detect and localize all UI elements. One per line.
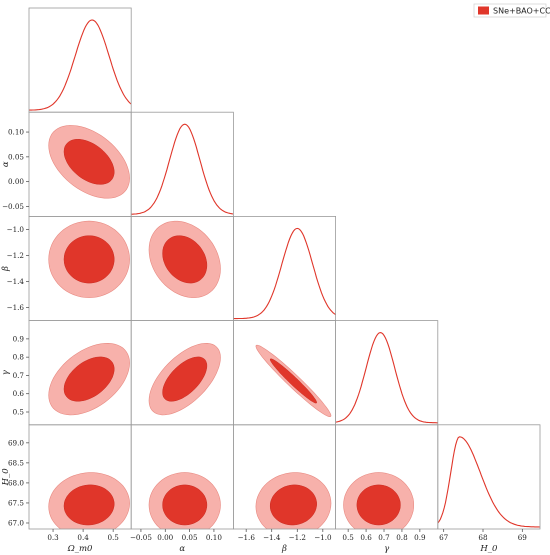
x-tick-label: 0.6 — [360, 533, 372, 542]
x-tick-label: −1.4 — [263, 533, 281, 542]
contour-alpha-H0 — [148, 472, 221, 529]
y-axis-label-alpha: α — [1, 161, 11, 167]
contour-1sigma — [63, 356, 115, 402]
x-tick-label: 69 — [518, 533, 528, 542]
x-tick-label: −1.0 — [314, 533, 332, 542]
x-tick-label: 0.5 — [107, 533, 119, 542]
x-tick-label: 0.5 — [342, 533, 354, 542]
panel-frame-3-3 — [335, 320, 439, 426]
y-tick-label: 0.6 — [13, 389, 25, 398]
contour-1sigma — [63, 235, 115, 284]
y-axis-alpha: −0.05 0.00 0.05 0.10 α — [1, 128, 29, 211]
contour-gamma-H0 — [343, 472, 415, 529]
x-tick-label: 67 — [439, 533, 449, 542]
x-tick-label: −1.2 — [289, 533, 306, 542]
x-tick-label: 0.7 — [378, 533, 390, 542]
contour-beta-gamma — [255, 344, 332, 417]
contour-om-gamma — [48, 342, 130, 416]
marginal-om — [29, 19, 132, 111]
x-tick-label: 0.00 — [157, 533, 173, 542]
y-tick-label: 0.7 — [13, 371, 25, 380]
marginal-H0 — [437, 436, 541, 528]
marginal-curve-om — [29, 19, 132, 111]
contour-om-beta — [48, 220, 130, 298]
contour-om-alpha — [48, 125, 130, 199]
y-tick-label: 0.10 — [8, 128, 24, 137]
x-tick-label: 68 — [478, 533, 488, 542]
x-tick-label: 0.05 — [182, 533, 198, 542]
y-tick-label: −1.2 — [7, 251, 24, 260]
y-axis-gamma: 0.5 0.6 0.7 0.8 0.9 γ — [1, 334, 29, 417]
y-axis-H0: 67.0 67.5 68.0 68.5 69.0 H_0 — [1, 438, 29, 527]
x-axis-gamma: 0.5 0.6 0.7 0.8 0.9 γ — [342, 529, 426, 554]
panel-frame-2-2 — [232, 215, 336, 321]
contour-1sigma — [162, 356, 208, 402]
contour-alpha-beta — [148, 220, 221, 298]
legend-label: SNe+BAO+CC — [493, 7, 550, 16]
contour-1sigma — [269, 484, 317, 526]
contour-beta-H0 — [255, 472, 332, 529]
legend: SNe+BAO+CC — [473, 3, 550, 18]
y-tick-label: −1.0 — [7, 225, 25, 234]
contour-1sigma — [162, 484, 208, 526]
panel-frame-4-4 — [437, 424, 541, 530]
x-axis-label-alpha: α — [179, 544, 185, 554]
marginal-curve-H0 — [437, 436, 541, 528]
marginal-curve-beta — [233, 227, 336, 320]
contour-1sigma — [269, 358, 317, 404]
x-axis-label-om: Ω_m0 — [67, 544, 93, 554]
y-tick-label: 0.8 — [13, 353, 25, 362]
contour-1sigma — [63, 484, 115, 526]
marginal-gamma — [335, 332, 438, 424]
y-axis-label-H0: H_0 — [1, 468, 11, 487]
contour-alpha-gamma — [148, 342, 221, 416]
x-tick-label: 0.3 — [47, 533, 59, 542]
marginal-curve-alpha — [131, 123, 234, 215]
marginal-alpha — [131, 123, 234, 215]
y-tick-label: 68.0 — [8, 478, 24, 487]
y-tick-label: −0.05 — [2, 202, 24, 211]
y-tick-label: −1.6 — [7, 303, 25, 312]
legend-swatch — [478, 6, 489, 15]
y-axis-beta: −1.6 −1.4 −1.2 −1.0 β — [1, 225, 29, 312]
y-tick-label: 0.9 — [13, 334, 25, 343]
contour-1sigma — [162, 235, 208, 284]
marginal-beta — [233, 227, 336, 320]
x-tick-label: 0.10 — [206, 533, 222, 542]
y-axis-label-beta: β — [1, 266, 11, 272]
contour-1sigma — [63, 139, 115, 185]
legend-frame — [473, 3, 547, 18]
contour-1sigma — [356, 484, 401, 526]
x-axis-alpha: −0.05 0.00 0.05 0.10 α — [130, 529, 222, 554]
contour-om-H0 — [48, 472, 130, 529]
y-tick-label: 68.5 — [8, 458, 24, 467]
x-tick-label: −0.05 — [130, 533, 152, 542]
x-axis-label-gamma: γ — [384, 544, 390, 554]
y-tick-label: −1.4 — [7, 277, 25, 286]
y-tick-label: 0.00 — [8, 177, 24, 186]
x-axis-label-H0: H_0 — [479, 544, 498, 554]
x-axis-H0: 67 68 69 H_0 — [439, 529, 527, 554]
y-tick-label: 67.5 — [8, 498, 24, 507]
marginal-curve-gamma — [335, 332, 438, 424]
x-axis-label-beta: β — [281, 544, 287, 554]
y-tick-label: 69.0 — [8, 438, 24, 447]
x-tick-label: 0.9 — [414, 533, 426, 542]
x-tick-label: 0.4 — [77, 533, 89, 542]
y-tick-label: 0.05 — [8, 152, 24, 161]
panel-frame-0-0 — [28, 7, 132, 113]
y-tick-label: 67.0 — [8, 518, 24, 527]
panel-frame-1-1 — [130, 111, 234, 217]
x-axis-beta: −1.6 −1.4 −1.2 −1.0 β — [237, 529, 332, 554]
y-tick-label: 0.5 — [13, 408, 25, 417]
x-axis-om: 0.3 0.4 0.5 Ω_m0 — [47, 529, 119, 554]
y-axis-label-gamma: γ — [1, 369, 11, 375]
x-tick-label: −1.6 — [237, 533, 255, 542]
x-tick-label: 0.8 — [396, 533, 408, 542]
